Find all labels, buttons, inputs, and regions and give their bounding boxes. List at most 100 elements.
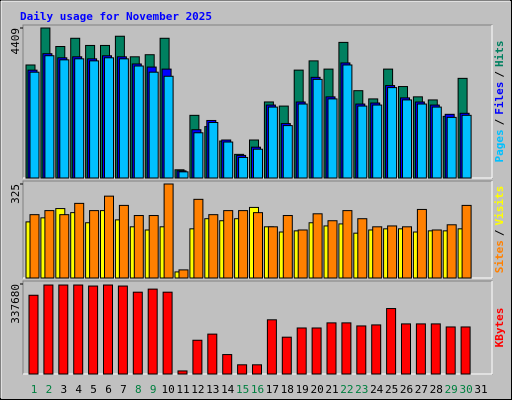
bar [118,204,129,279]
bar [223,210,234,279]
bar [222,354,233,375]
x-tick-label: 8 [135,383,142,396]
chart-title: Daily usage for November 2025 [20,10,212,23]
bar [371,324,382,375]
bar [252,364,262,375]
bar [267,106,278,179]
bar [342,64,353,179]
bar [59,214,70,279]
bar [342,210,353,279]
bar [238,210,249,279]
x-tick-label: 1 [31,383,38,396]
bar [415,323,426,375]
x-tick-label: 4 [75,383,82,396]
x-tick-label: 10 [161,383,174,396]
y-tick-label: 325 [9,184,22,204]
bar [177,370,188,375]
bar [430,323,441,375]
x-tick-label: 20 [310,383,323,396]
bar [89,210,100,279]
x-tick-label: 23 [355,383,368,396]
x-tick-label: 22 [340,383,353,396]
bar [148,71,159,179]
bar [266,319,277,375]
bar [163,183,174,279]
bar [253,212,263,279]
bar [207,333,218,375]
bar [356,325,367,375]
bar [133,65,144,179]
bar [193,132,204,179]
bar [416,103,427,179]
bar [133,215,144,279]
x-tick-label: 9 [150,383,157,396]
legend: KBytes [493,308,506,348]
legend-separator: / [493,118,506,125]
bar [445,326,456,375]
x-tick-label: 26 [400,383,413,396]
bar [117,285,128,375]
legend-entry: Pages [493,129,506,162]
x-tick-label: 19 [296,383,309,396]
x-tick-label: 5 [90,383,97,396]
bar [372,226,383,279]
bar [446,224,457,279]
bar [326,322,337,375]
bar [162,291,173,375]
bar [386,308,397,375]
bar [401,323,411,375]
bar [104,195,114,279]
x-tick-label: 28 [430,383,443,396]
y-tick-label: 4409 [9,28,22,55]
bar [431,229,442,279]
y-tick-label: 337680 [9,284,22,324]
bar [357,105,368,179]
bar [89,60,100,179]
bar [282,125,293,179]
bar [253,148,263,179]
bar [312,213,323,279]
bar [296,327,307,375]
legend: Pages / Files / Hits [493,41,506,163]
bar [387,225,398,279]
panel [22,280,493,375]
bar [103,284,113,375]
bar [223,141,234,179]
bar [461,204,472,279]
x-tick-label: 21 [325,383,338,396]
bar [74,202,85,279]
bar [402,226,412,279]
bar [237,364,248,375]
bar [446,116,457,179]
legend-entry: Visits [493,186,506,226]
x-tick-label: 15 [236,383,249,396]
bar [297,229,308,279]
bar [193,198,204,279]
x-tick-label: 25 [385,383,398,396]
bar [238,156,249,179]
bar [297,103,308,179]
x-tick-label: 7 [120,383,127,396]
bar [267,226,278,279]
x-tick-label: 13 [206,383,219,396]
bar [163,75,174,179]
legend-separator: / [493,71,506,78]
bar [43,284,54,375]
bar [178,171,189,179]
x-tick-label: 29 [445,383,458,396]
bar [44,55,55,179]
bar [58,284,69,375]
bar [104,57,114,179]
bar [311,327,322,375]
bar [402,99,412,179]
x-tick-label: 11 [176,383,189,396]
bar [281,336,292,375]
x-tick-label: 14 [221,383,235,396]
legend-entry: KBytes [493,308,506,348]
legend-entry: Hits [493,41,506,68]
bar [282,215,293,279]
bar [208,214,219,279]
bar [73,284,84,375]
x-tick-label: 17 [266,383,279,396]
